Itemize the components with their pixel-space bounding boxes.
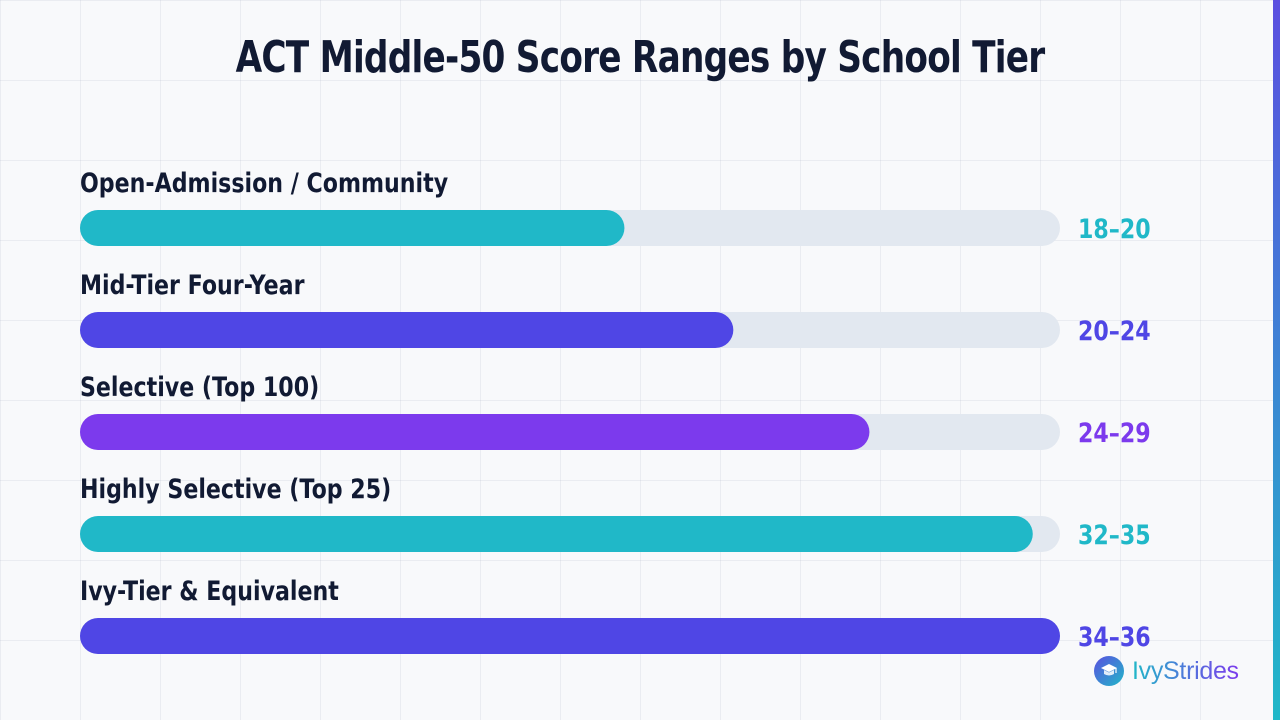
tier-label: Open-Admission / Community (80, 167, 448, 199)
value-label: 34–36 (1078, 621, 1151, 653)
right-accent-bar (1273, 0, 1280, 720)
graduation-cap-icon (1094, 656, 1124, 686)
value-label: 24–29 (1078, 417, 1151, 449)
value-label: 18–20 (1078, 213, 1151, 245)
tier-label: Ivy-Tier & Equivalent (80, 575, 339, 607)
value-label: 20–24 (1078, 315, 1151, 347)
value-label: 32–35 (1078, 519, 1151, 551)
bar (80, 210, 625, 246)
bar (80, 516, 1033, 552)
chart-title: ACT Middle-50 Score Ranges by School Tie… (235, 32, 1046, 83)
tier-label: Mid-Tier Four-Year (80, 269, 305, 301)
tier-label: Selective (Top 100) (80, 371, 319, 403)
brand-name: IvyStrides (1132, 656, 1239, 685)
tier-label: Highly Selective (Top 25) (80, 473, 391, 505)
bar (80, 618, 1060, 654)
brand-logo: IvyStrides (1094, 655, 1239, 687)
bar (80, 414, 870, 450)
bar (80, 312, 734, 348)
